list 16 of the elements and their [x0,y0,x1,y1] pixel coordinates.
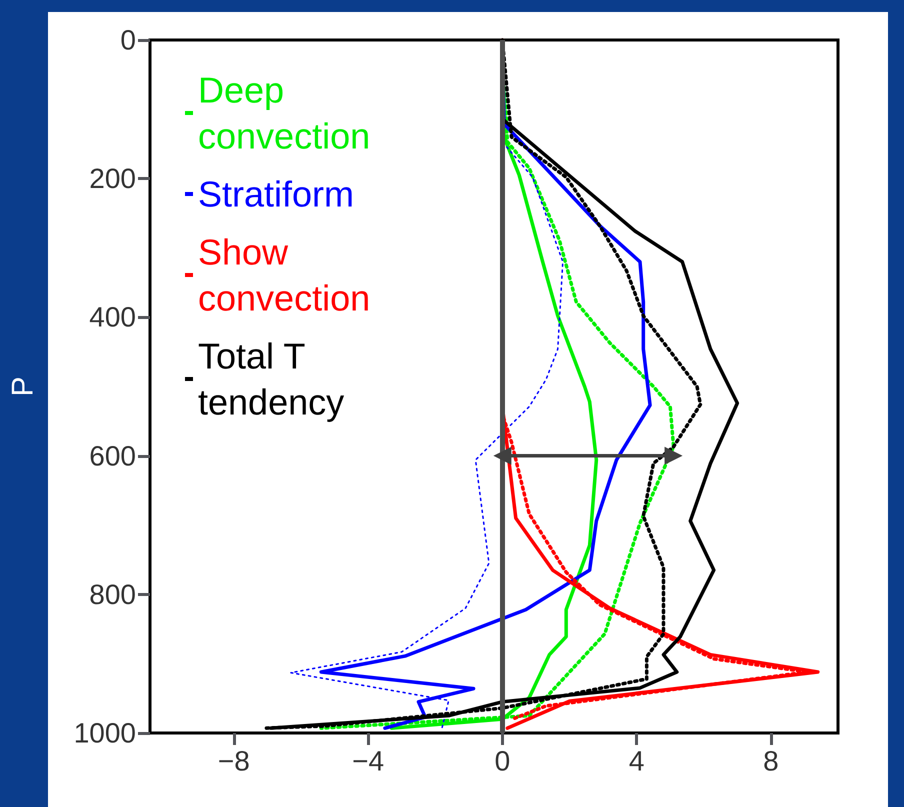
x-tick-label: 4 [628,746,644,776]
y-tick-label: 0 [120,24,136,56]
legend-label: Show convection [198,232,370,318]
legend-label: Total T tendency [198,336,344,422]
x-tick-label: −8 [218,746,250,776]
x-tick-label: −4 [352,746,384,776]
y-tick-label: 600 [89,440,136,472]
y-tick-label: 200 [89,163,136,194]
y-tick-label: 800 [89,578,136,610]
x-tick-label: 8 [763,746,779,776]
y-tick-label: 1000 [74,718,136,748]
y-axis-title: P [6,376,40,397]
legend-label: Deep convection [198,70,370,156]
y-tick-label: 400 [89,302,136,333]
legend-label: Stratiform [198,174,354,214]
x-tick-label: 0 [494,746,510,776]
